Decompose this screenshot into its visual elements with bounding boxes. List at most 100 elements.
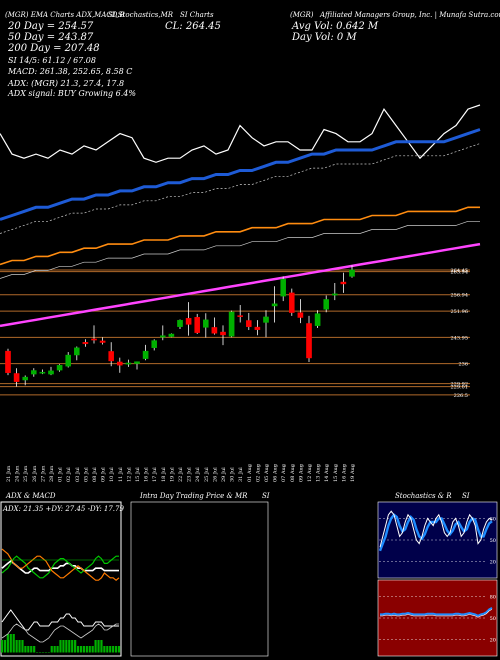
candle-body-7	[65, 354, 71, 367]
macd-bar-9	[27, 646, 30, 653]
macd-line	[1, 609, 119, 631]
date-label-38: 15 Aug	[333, 463, 339, 482]
header-symbol: (MGR)	[290, 11, 314, 19]
date-label-37: 14 Aug	[324, 463, 330, 482]
header-title-left: (MGR) EMA Charts ADX,MACD,B	[5, 11, 124, 19]
stoch-d-line	[378, 513, 493, 552]
stochastics-panel-si: SI	[462, 492, 470, 500]
macd-bar-5	[15, 640, 18, 653]
date-label-14: 12 Jul	[126, 467, 132, 482]
rsi-panel	[377, 579, 498, 657]
candle-body-18	[159, 335, 166, 338]
candle-body-1	[13, 373, 20, 382]
date-axis: 21 Jun 24 Jun 25 Jun 26 Jun 27 Jun 28 Jun 01 J…	[6, 463, 356, 482]
macd-bar-20	[59, 640, 62, 653]
rsi-tick-1: 50	[490, 616, 496, 622]
macd-label: MACD: 261.38, 252.65, 8.58 C	[7, 67, 132, 76]
ema20-shadow-line	[0, 143, 481, 234]
date-label-39: 16 Aug	[341, 463, 347, 482]
date-label-4: 27 Jun	[40, 465, 46, 482]
stochastics-panel-content: 80 50 20	[378, 510, 496, 566]
candle-body-34	[297, 312, 304, 318]
candle-body-38	[332, 293, 338, 296]
adx-panel-values: ADX: 21.35 +DY: 27.45 -DY: 17.79	[2, 505, 124, 513]
date-label-13: 11 Jul	[118, 467, 124, 482]
date-label-21: 23 Jul	[187, 467, 193, 482]
date-label-8: 03 Jul	[75, 467, 81, 482]
macd-bar-21	[62, 640, 65, 653]
candle-body-37	[323, 299, 330, 310]
stoch-k-line	[379, 510, 493, 548]
date-label-36: 13 Aug	[316, 463, 322, 482]
candle-body-22	[194, 317, 201, 333]
date-label-1: 24 Jun	[15, 465, 21, 482]
macd-bar-29	[85, 646, 88, 653]
macd-bar-11	[33, 646, 36, 653]
ema50-label: 50 Day = 243.87	[8, 32, 94, 43]
ema200-line	[0, 242, 481, 328]
date-label-23: 25 Jul	[204, 467, 210, 482]
date-label-30: 05 Aug	[264, 463, 270, 482]
price-tick-2: 256.94	[451, 293, 469, 299]
date-label-19: 19 Jul	[169, 467, 175, 482]
ema200-label: 200 Day = 207.48	[7, 43, 100, 54]
macd-bar-0	[0, 640, 4, 653]
date-label-26: 30 Jul	[230, 467, 236, 482]
macd-bar-25	[74, 640, 77, 653]
candle-body-13	[116, 361, 123, 366]
price-tick-7: 229.01	[451, 385, 469, 391]
macd-bar-19	[56, 646, 59, 653]
macd-bar-32	[94, 640, 97, 653]
macd-bar-12	[36, 652, 39, 653]
date-label-16: 16 Jul	[144, 467, 150, 482]
stochastic-label: SI 14/5: 61.12 / 67.08	[8, 56, 96, 65]
candle-body-28	[245, 320, 252, 327]
candle-body-27	[237, 315, 244, 317]
price-tick-1: 263.94	[451, 270, 469, 276]
date-label-27: 31 Jul	[238, 467, 244, 482]
macd-bar-31	[91, 646, 94, 653]
candle-body-23	[202, 319, 209, 328]
date-label-5: 28 Jun	[49, 465, 55, 482]
date-label-33: 08 Aug	[290, 463, 296, 482]
date-label-29: 02 Aug	[255, 463, 261, 482]
date-label-18: 18 Jul	[161, 467, 167, 482]
price_close_upper-line	[0, 104, 481, 163]
price-tick-4: 243.95	[451, 335, 469, 341]
macd-bar-33	[97, 640, 100, 653]
header-company: Affiliated Managers Group, Inc. | Munafa…	[319, 11, 500, 19]
header-title-right: SI Charts	[180, 11, 214, 19]
date-label-28: 01 Aug	[247, 463, 253, 482]
candle-body-10	[91, 338, 97, 341]
candle-body-35	[306, 323, 312, 359]
date-label-24: 26 Jul	[212, 467, 218, 482]
intraday-panel-si: SI	[262, 492, 270, 500]
macd-bar-40	[117, 646, 121, 653]
adx-panel	[0, 501, 122, 657]
date-label-34: 09 Aug	[298, 463, 304, 482]
candle-body-17	[151, 340, 158, 348]
candle-body-32	[280, 278, 287, 297]
adx-label: ADX: (MGR) 21.3, 27.4, 17.8	[7, 79, 124, 88]
rsi-tick-2: 20	[490, 638, 496, 644]
date-label-3: 26 Jun	[32, 465, 38, 482]
adx-panel-content	[0, 548, 121, 653]
macd-bar-30	[88, 646, 91, 653]
macd-bar-39	[114, 646, 118, 653]
candle-body-5	[48, 370, 54, 375]
macd-bar-1	[3, 640, 7, 653]
intraday-panel	[130, 501, 269, 657]
candle-body-39	[340, 281, 347, 285]
macd-bar-24	[71, 640, 74, 653]
day-volume-label: Day Vol: 0 M	[291, 32, 357, 43]
candle-body-15	[134, 361, 140, 364]
candle-body-30	[263, 316, 269, 323]
macd-bar-3	[9, 634, 12, 653]
ema20-label: 20 Day = 254.57	[7, 21, 94, 32]
rsi-line	[380, 607, 493, 617]
macd-bar-34	[100, 640, 103, 653]
candle-body-14	[125, 362, 132, 365]
date-label-22: 24 Jul	[195, 467, 201, 482]
macd-bar-36	[106, 646, 109, 653]
macd-bar-14	[41, 652, 45, 653]
